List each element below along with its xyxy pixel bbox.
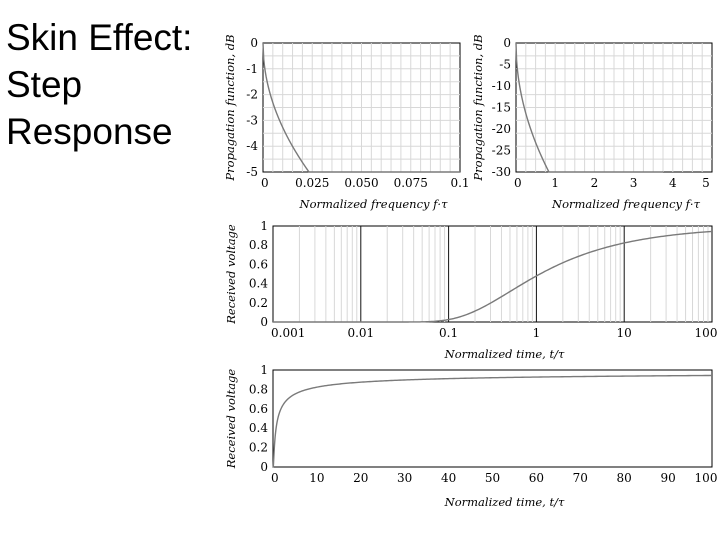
x-tick-label: 0.1 xyxy=(439,326,458,340)
x-tick-label: 3 xyxy=(630,176,638,190)
x-tick-label: 5 xyxy=(702,176,710,190)
y-tick-label: 0 xyxy=(250,36,258,50)
chart-prop-zoom: 0-1-2-3-4-50 0.025 0.050 0.075 0.1Normalized… xyxy=(223,34,470,211)
x-tick-label: 0.075 xyxy=(394,176,428,190)
plot-area xyxy=(272,369,713,468)
x-tick-label: 60 xyxy=(529,471,544,485)
y-tick-label: -5 xyxy=(499,58,511,72)
slide-title-line-3: Response xyxy=(6,111,173,152)
series-line xyxy=(272,374,713,468)
y-tick-label: -3 xyxy=(246,113,258,127)
x-axis-label: Normalized time, t/τ xyxy=(444,495,565,509)
slide-title-line-2: Step xyxy=(6,64,83,105)
y-axis-label: Received voltage xyxy=(224,224,238,325)
x-tick-label: 1 xyxy=(533,326,541,340)
y-tick-label: 0.8 xyxy=(249,382,268,396)
y-tick-label: 0 xyxy=(260,315,268,329)
y-axis-label: Received voltage xyxy=(224,369,238,470)
x-axis-label: Normalized frequency f·τ xyxy=(299,197,449,211)
y-tick-label: -1 xyxy=(246,62,258,76)
x-tick-label: 4 xyxy=(669,176,677,190)
x-tick-label: 1 xyxy=(551,176,559,190)
x-axis-label: Normalized frequency f·τ xyxy=(551,197,701,211)
x-tick-label: 40 xyxy=(441,471,456,485)
y-tick-label: 0 xyxy=(503,36,511,50)
plot-area xyxy=(272,225,713,323)
x-tick-label: 90 xyxy=(660,471,675,485)
x-tick-label: 20 xyxy=(353,471,368,485)
y-tick-label: -20 xyxy=(492,122,511,136)
x-tick-label: 2 xyxy=(591,176,599,190)
chart-step-lin: 1 0.8 0.6 0.4 0.2 00 10 20 30 40 50 60 70 80 90 100 Norm… xyxy=(224,363,717,509)
x-tick-label: 80 xyxy=(617,471,632,485)
chart-step-log: 1 0.8 0.6 0.4 0.2 00.001 0.01 0.1 1 10 100 Normaliz… xyxy=(224,219,717,361)
series-line xyxy=(262,42,460,173)
y-tick-label: 1 xyxy=(260,219,268,233)
x-tick-label: 10 xyxy=(617,326,632,340)
y-tick-label: -25 xyxy=(492,144,511,158)
y-tick-label: 0.4 xyxy=(249,421,268,435)
y-tick-label: -10 xyxy=(492,79,511,93)
x-tick-label: 0 xyxy=(261,176,269,190)
series-line xyxy=(273,230,713,323)
y-tick-label: 0.8 xyxy=(249,238,268,252)
series-line xyxy=(515,42,663,173)
y-tick-label: 0.4 xyxy=(249,277,268,291)
x-tick-label: 0.01 xyxy=(347,326,374,340)
x-tick-label: 0 xyxy=(271,471,279,485)
x-tick-label: 0.001 xyxy=(271,326,305,340)
y-tick-label: -30 xyxy=(492,165,511,179)
x-tick-label: 100 xyxy=(695,471,718,485)
x-tick-label: 0.1 xyxy=(450,176,469,190)
slide-title: Skin Effect: Step Response xyxy=(6,14,221,155)
y-axis-label: Propagation function, dB xyxy=(471,34,485,181)
y-tick-label: 0.6 xyxy=(249,257,268,271)
x-tick-label: 0.025 xyxy=(295,176,329,190)
y-tick-label: 0.2 xyxy=(249,296,268,310)
x-tick-label: 0 xyxy=(514,176,522,190)
x-tick-label: 30 xyxy=(397,471,412,485)
y-tick-label: -15 xyxy=(492,101,511,115)
x-tick-label: 10 xyxy=(309,471,324,485)
y-tick-label: 0 xyxy=(260,460,268,474)
y-tick-label: 0.2 xyxy=(249,441,268,455)
y-tick-label: -4 xyxy=(246,139,258,153)
y-tick-label: -2 xyxy=(246,88,258,102)
x-tick-label: 0.050 xyxy=(344,176,378,190)
x-axis-label: Normalized time, t/τ xyxy=(444,347,565,361)
x-tick-label: 70 xyxy=(573,471,588,485)
x-tick-label: 100 xyxy=(695,326,718,340)
y-tick-label: 1 xyxy=(260,363,268,377)
y-tick-label: -5 xyxy=(246,165,258,179)
x-tick-label: 50 xyxy=(485,471,500,485)
y-tick-label: 0.6 xyxy=(249,402,268,416)
slide-title-line-1: Skin Effect: xyxy=(6,17,193,58)
y-axis-label: Propagation function, dB xyxy=(223,34,237,181)
